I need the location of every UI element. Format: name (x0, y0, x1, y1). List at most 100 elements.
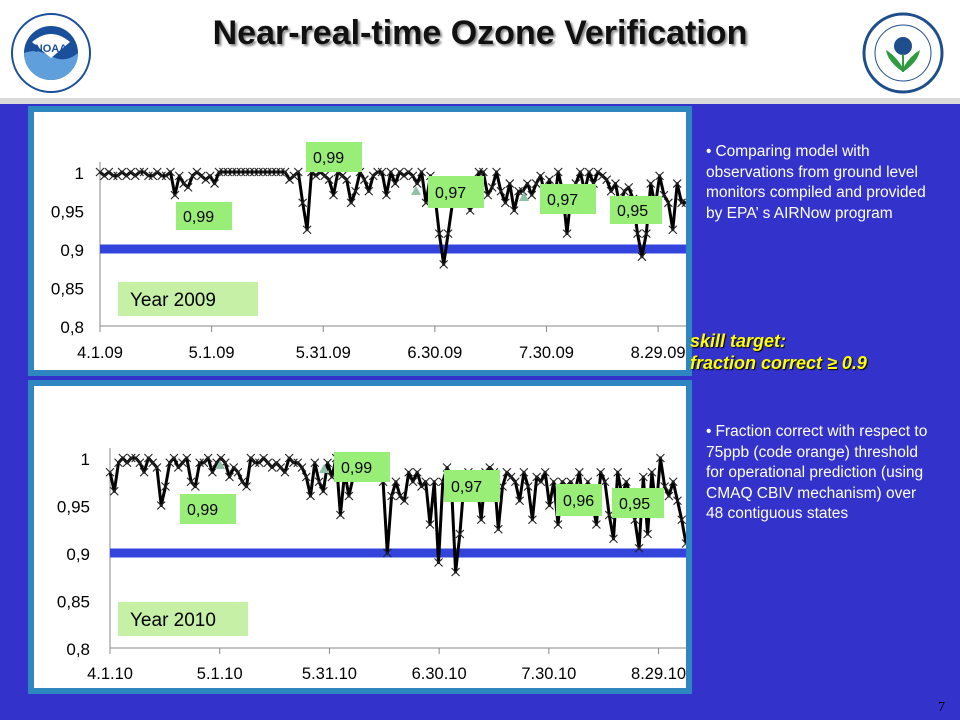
data-point (510, 477, 520, 487)
data-point (241, 167, 250, 177)
data-point (487, 183, 497, 192)
data-point (500, 198, 510, 208)
data-point (182, 453, 192, 463)
data-point (314, 477, 324, 487)
data-point (232, 167, 241, 177)
x-tick-label: 8.29.09 (631, 344, 686, 362)
year-label-box (118, 282, 258, 316)
bullet-comparing: • Comparing model with observations from … (706, 143, 926, 222)
data-point (249, 167, 259, 177)
data-point (336, 510, 345, 520)
annotation-box (176, 202, 232, 230)
data-point (417, 167, 427, 177)
data-point (668, 225, 678, 235)
data-point (258, 167, 268, 177)
data-point (323, 458, 332, 468)
data-point (404, 467, 414, 477)
data-point (169, 453, 179, 463)
data-point (205, 171, 215, 181)
data-point (382, 548, 392, 558)
data-point (602, 175, 612, 185)
annotation-box (334, 452, 390, 482)
x-tick-label: 5.31.09 (296, 344, 351, 362)
data-point (135, 458, 145, 468)
data-point (584, 167, 594, 177)
bullet-fraction-correct: • Fraction correct with respect to 75ppb … (706, 423, 928, 523)
data-point (496, 186, 506, 196)
data-point (600, 477, 610, 487)
data-point (681, 539, 686, 548)
data-point (455, 529, 465, 539)
data-point (329, 190, 338, 200)
data-point (641, 229, 651, 238)
triangle-marker (411, 186, 421, 195)
data-point (166, 167, 175, 177)
data-point (242, 482, 251, 491)
triangle-marker (215, 460, 225, 469)
data-point (408, 477, 418, 487)
data-point (126, 453, 136, 463)
svg-text:NOAA: NOAA (35, 43, 67, 55)
triangle-marker (519, 192, 529, 201)
data-point (439, 260, 449, 269)
annotation-box (540, 184, 596, 214)
data-point (280, 467, 290, 477)
data-point (214, 167, 224, 177)
data-point (174, 171, 184, 181)
data-point (536, 171, 545, 181)
y-tick-label: 0,8 (60, 318, 84, 337)
x-tick-label: 5.1.10 (197, 665, 243, 683)
data-point (592, 520, 601, 529)
annotation-label: 0,99 (341, 460, 372, 477)
data-point (434, 229, 444, 238)
data-point (668, 477, 678, 487)
data-point (663, 198, 673, 208)
annotation-label: 0,96 (563, 493, 594, 510)
data-point (613, 467, 623, 477)
annotation-box (612, 488, 664, 518)
data-point (318, 486, 328, 496)
annotation-box (444, 470, 500, 502)
data-point (483, 190, 493, 200)
data-point (195, 458, 204, 468)
chart-2009: 0,8 0,85 0,9 0,95 1 4.1.09 5.1.09 5.31.09 6.30.0… (34, 112, 686, 370)
annotation-box (428, 176, 484, 208)
year-label-box (118, 602, 248, 636)
data-point (377, 167, 387, 177)
y-tick-label: 0,85 (57, 593, 90, 612)
data-point (476, 515, 486, 525)
page-number: 7 (938, 700, 945, 715)
data-point (515, 496, 524, 506)
data-point (624, 183, 634, 192)
data-point (245, 167, 255, 177)
skill-target-line1: skill target: (690, 331, 787, 351)
noaa-logo: NOAA (10, 12, 92, 94)
data-point (633, 229, 642, 238)
data-point (434, 558, 443, 567)
data-point (677, 515, 686, 525)
data-point (233, 467, 243, 477)
data-point (156, 501, 166, 510)
data-point (536, 477, 546, 487)
data-point (387, 491, 396, 501)
data-point (227, 167, 237, 177)
data-point (522, 179, 532, 188)
x-tick-label: 7.30.10 (521, 665, 576, 683)
data-point (218, 167, 228, 177)
chart-2010: 0,8 0,85 0,9 0,95 1 4.1.10 5.1.10 5.31.10 6.30.1… (34, 386, 686, 688)
data-point (152, 463, 162, 472)
data-point (203, 453, 213, 463)
data-point (263, 167, 272, 177)
data-point (344, 491, 354, 501)
y-tick-label: 0,9 (66, 545, 90, 564)
data-point (289, 458, 298, 468)
data-point (190, 482, 200, 491)
data-point (478, 167, 488, 177)
data-point (606, 186, 616, 196)
data-point (545, 501, 554, 510)
data-point (105, 467, 115, 477)
x-tick-label: 4.1.09 (77, 344, 123, 362)
data-point (144, 171, 153, 181)
data-point (139, 467, 149, 477)
data-point (400, 496, 409, 506)
